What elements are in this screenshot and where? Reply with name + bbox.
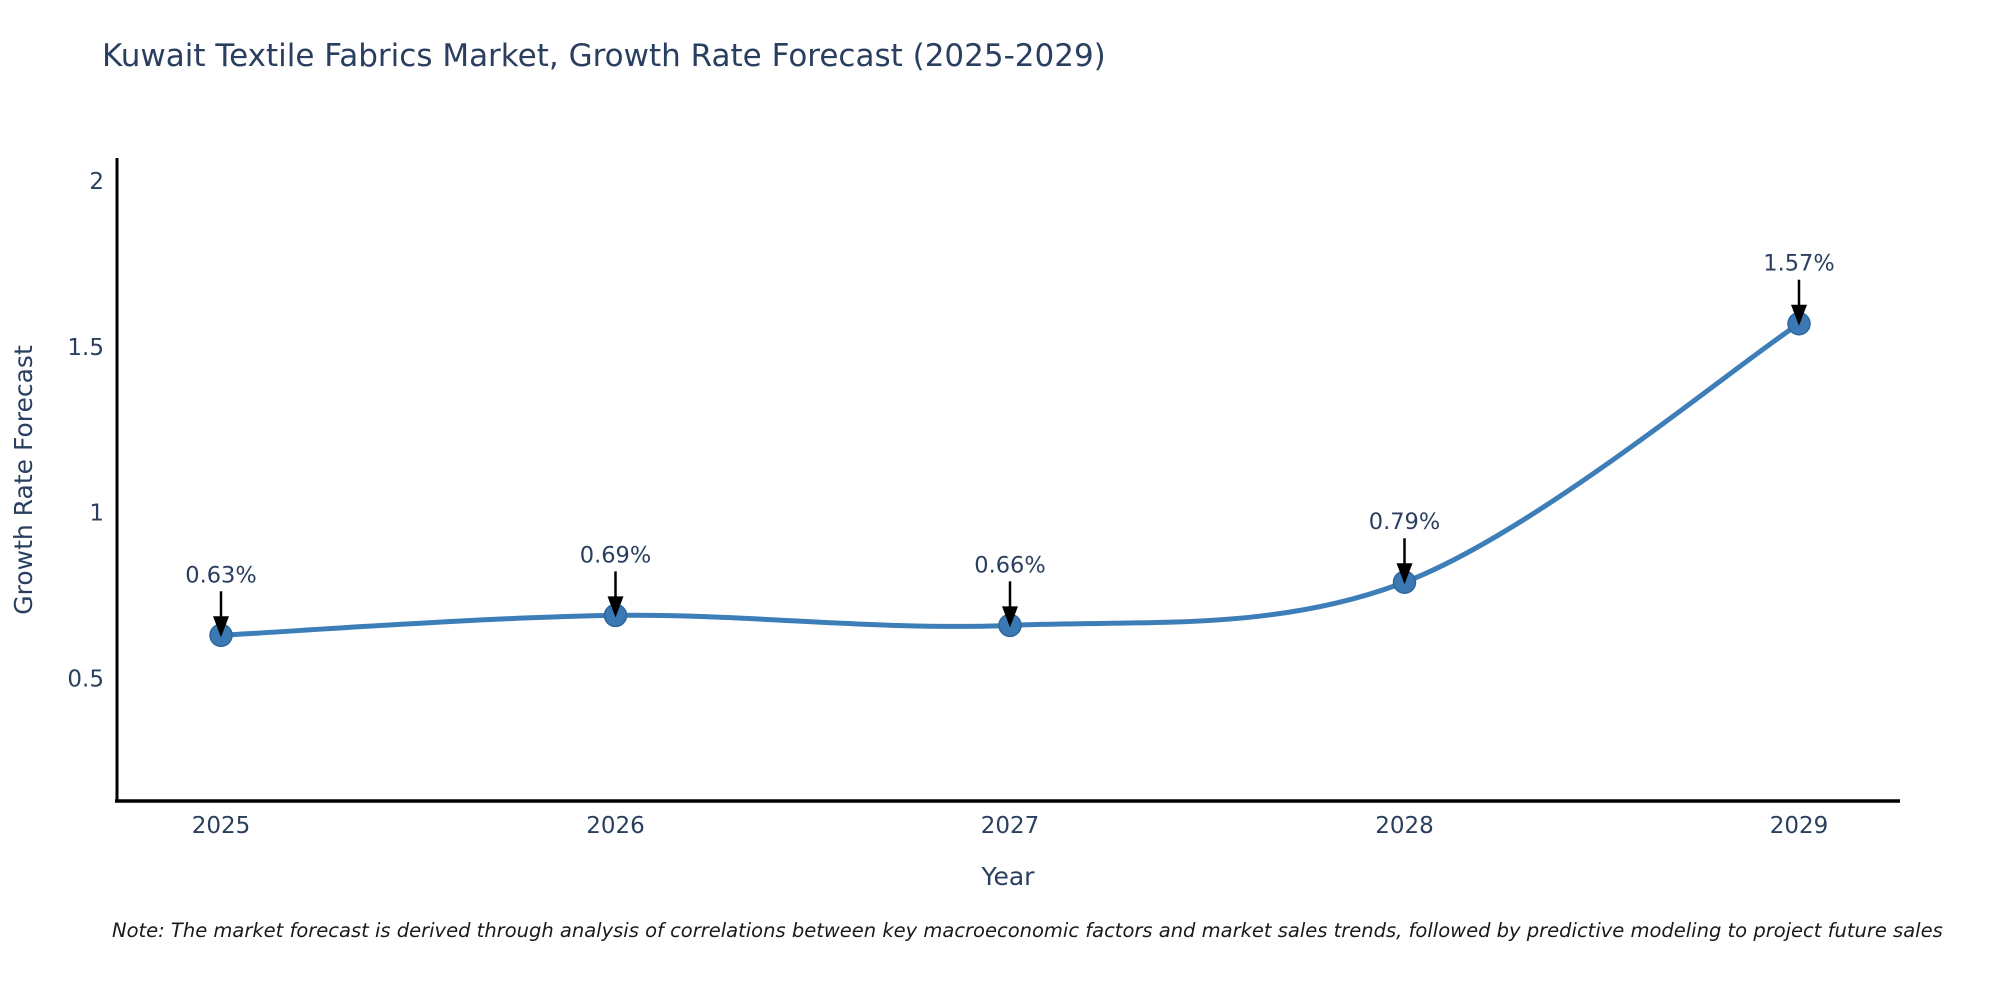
- x-tick-label: 2027: [981, 813, 1040, 839]
- x-tick-label: 2025: [192, 813, 251, 839]
- x-axis-title: Year: [981, 862, 1036, 891]
- chart-title: Kuwait Textile Fabrics Market, Growth Ra…: [102, 38, 1106, 74]
- point-annotation: 0.66%: [974, 552, 1045, 578]
- x-tick-label: 2029: [1770, 813, 1829, 839]
- y-axis-title: Growth Rate Forecast: [9, 345, 38, 615]
- annotation-arrowhead: [1791, 304, 1807, 326]
- x-tick-label: 2026: [586, 813, 645, 839]
- annotation-arrowhead: [1396, 563, 1413, 585]
- annotation-arrowhead: [1002, 606, 1018, 628]
- y-tick-label: 1: [89, 501, 104, 527]
- point-annotation: 0.69%: [580, 542, 651, 568]
- annotation-arrowhead: [607, 596, 624, 618]
- point-annotation: 0.63%: [185, 562, 256, 588]
- annotation-arrowhead: [213, 616, 229, 638]
- y-tick-label: 1.5: [67, 335, 104, 361]
- point-annotation: 1.57%: [1763, 251, 1834, 277]
- x-tick-label: 2028: [1375, 813, 1434, 839]
- footnote: Note: The market forecast is derived thr…: [112, 919, 1943, 942]
- y-tick-label: 0.5: [67, 666, 104, 692]
- point-annotation: 0.79%: [1369, 509, 1440, 535]
- y-tick-label: 2: [89, 169, 104, 195]
